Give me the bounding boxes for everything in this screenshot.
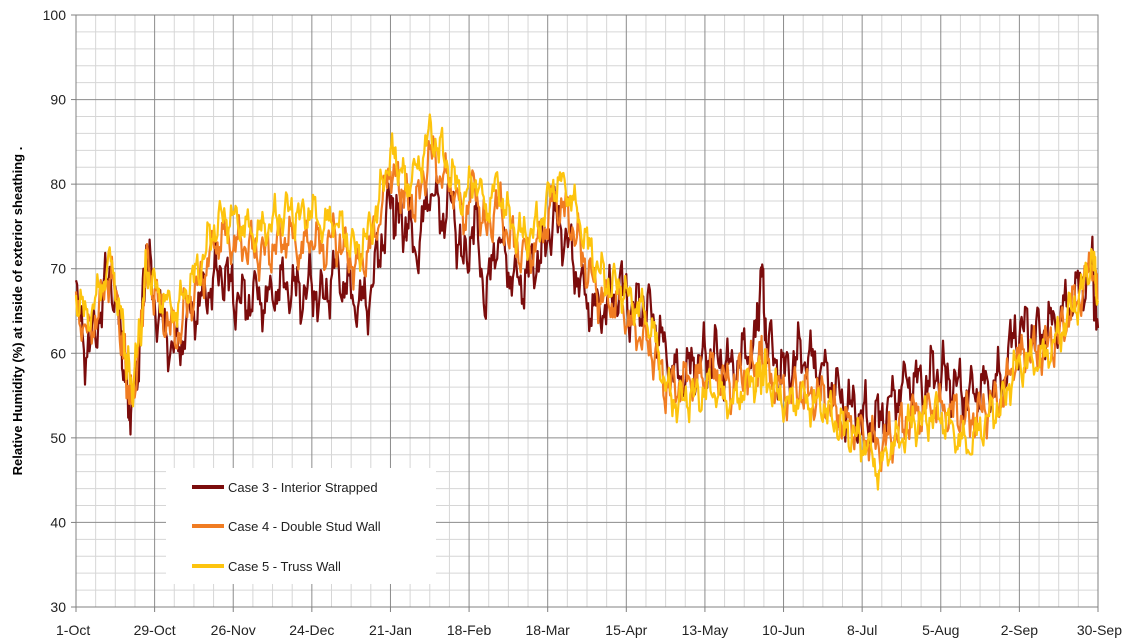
x-tick-label: 30-Sep bbox=[1077, 622, 1122, 638]
series-layer bbox=[74, 113, 1100, 491]
chart-legend: Case 3 - Interior Strapped Case 4 - Doubl… bbox=[166, 468, 436, 584]
y-tick-label: 80 bbox=[50, 176, 66, 192]
x-tick-label: 29-Oct bbox=[134, 622, 176, 638]
legend-label: Case 3 - Interior Strapped bbox=[228, 480, 378, 495]
y-tick-label: 50 bbox=[50, 430, 66, 446]
x-tick-label: 21-Jan bbox=[369, 622, 412, 638]
series-line-case-5 bbox=[74, 113, 1100, 491]
legend-label: Case 5 - Truss Wall bbox=[228, 559, 341, 574]
x-tick-label: 26-Nov bbox=[211, 622, 256, 638]
legend-label: Case 4 - Double Stud Wall bbox=[228, 519, 381, 534]
y-axis-title: Relative Humidity (%) at inside of exter… bbox=[10, 147, 25, 476]
y-tick-label: 30 bbox=[50, 599, 66, 615]
y-tick-label: 90 bbox=[50, 92, 66, 108]
x-tick-label: 1-Oct bbox=[56, 622, 90, 638]
y-tick-label: 70 bbox=[50, 261, 66, 277]
x-tick-label: 18-Feb bbox=[447, 622, 492, 638]
series-line-case-3 bbox=[74, 174, 1100, 445]
y-tick-label: 100 bbox=[43, 7, 67, 23]
y-axis-tick-labels: 30 40 50 60 70 80 90 100 bbox=[43, 7, 76, 615]
x-tick-label: 5-Aug bbox=[922, 622, 959, 638]
y-tick-label: 40 bbox=[50, 514, 66, 530]
y-tick-label: 60 bbox=[50, 345, 66, 361]
x-tick-label: 8-Jul bbox=[847, 622, 877, 638]
x-tick-label: 13-May bbox=[682, 622, 729, 638]
x-tick-label: 15-Apr bbox=[605, 622, 647, 638]
x-tick-label: 24-Dec bbox=[289, 622, 334, 638]
x-tick-label: 18-Mar bbox=[526, 622, 571, 638]
x-tick-label: 2-Sep bbox=[1001, 622, 1039, 638]
x-axis-tick-labels: 1-Oct 29-Oct 26-Nov 24-Dec 21-Jan 18-Feb 18-Ma… bbox=[56, 607, 1122, 638]
x-tick-label: 10-Jun bbox=[762, 622, 805, 638]
